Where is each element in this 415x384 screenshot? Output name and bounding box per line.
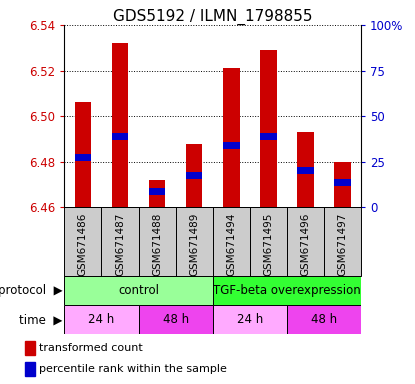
Bar xyxy=(149,180,166,207)
Bar xyxy=(24,341,35,355)
Text: transformed count: transformed count xyxy=(39,343,143,353)
Bar xyxy=(213,305,287,334)
Bar xyxy=(287,305,361,334)
Bar xyxy=(101,207,139,276)
Text: GSM671488: GSM671488 xyxy=(152,213,162,276)
Text: 24 h: 24 h xyxy=(88,313,115,326)
Bar xyxy=(260,50,277,207)
Bar xyxy=(112,133,128,140)
Bar xyxy=(223,68,239,207)
Bar xyxy=(75,154,91,161)
Bar xyxy=(250,207,287,276)
Text: GSM671486: GSM671486 xyxy=(78,213,88,276)
Bar xyxy=(287,207,324,276)
Text: time  ▶: time ▶ xyxy=(19,313,62,326)
Bar xyxy=(334,162,351,207)
Bar xyxy=(297,167,314,174)
Text: GSM671495: GSM671495 xyxy=(264,213,273,276)
Bar xyxy=(186,144,203,207)
Text: control: control xyxy=(118,285,159,297)
Text: 48 h: 48 h xyxy=(163,313,189,326)
Bar xyxy=(139,305,213,334)
Text: GSM671497: GSM671497 xyxy=(337,213,347,276)
Text: 24 h: 24 h xyxy=(237,313,263,326)
Text: GSM671489: GSM671489 xyxy=(189,213,199,276)
Bar xyxy=(260,133,277,140)
Text: GSM671487: GSM671487 xyxy=(115,213,125,276)
Bar xyxy=(213,276,361,305)
Bar xyxy=(297,132,314,207)
Bar xyxy=(186,172,203,179)
Text: protocol  ▶: protocol ▶ xyxy=(0,285,62,297)
Text: percentile rank within the sample: percentile rank within the sample xyxy=(39,364,227,374)
Text: TGF-beta overexpression: TGF-beta overexpression xyxy=(213,285,361,297)
Title: GDS5192 / ILMN_1798855: GDS5192 / ILMN_1798855 xyxy=(113,9,312,25)
Bar xyxy=(176,207,213,276)
Bar xyxy=(112,43,128,207)
Bar xyxy=(324,207,361,276)
Bar xyxy=(64,276,213,305)
Text: 48 h: 48 h xyxy=(311,313,337,326)
Text: GSM671494: GSM671494 xyxy=(226,213,236,276)
Bar xyxy=(24,362,35,376)
Bar xyxy=(64,305,139,334)
Bar xyxy=(223,142,239,149)
Bar xyxy=(64,207,101,276)
Bar xyxy=(213,207,250,276)
Bar xyxy=(149,188,166,195)
Bar xyxy=(139,207,176,276)
Bar xyxy=(75,103,91,207)
Bar xyxy=(334,179,351,186)
Text: GSM671496: GSM671496 xyxy=(300,213,310,276)
